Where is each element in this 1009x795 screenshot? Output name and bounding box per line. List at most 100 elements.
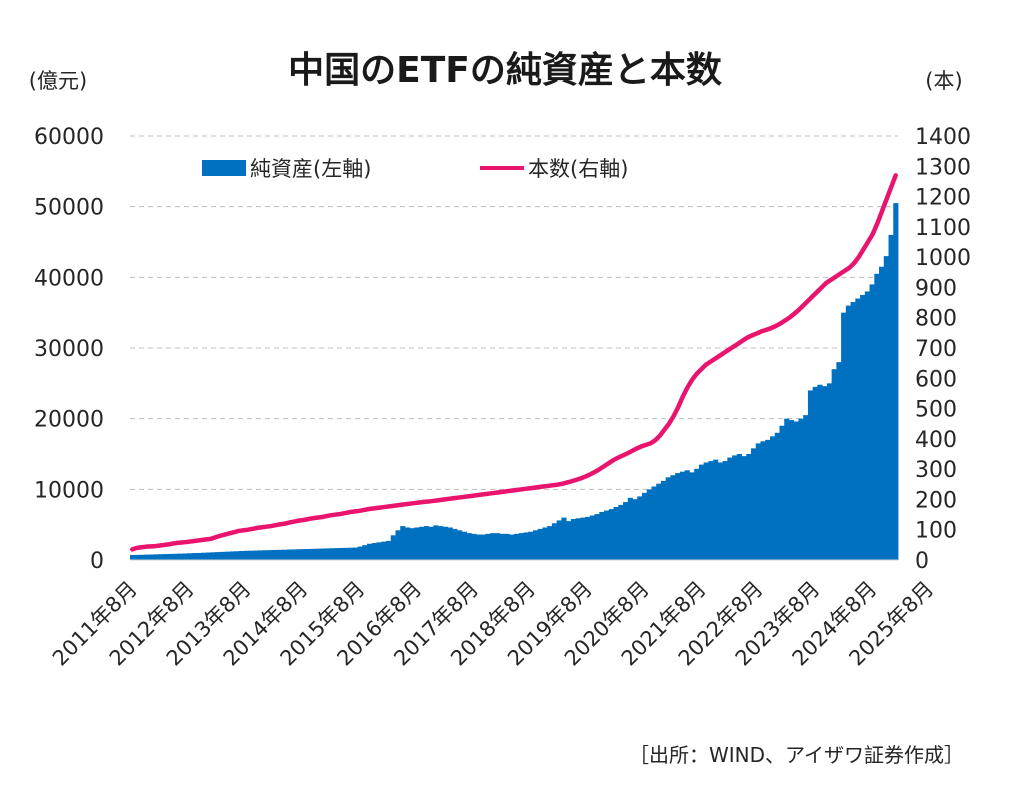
net-assets-bar [632,499,638,560]
left-axis-unit: (億元) [29,69,87,93]
net-assets-bar [717,462,723,560]
net-assets-bar [295,549,302,560]
net-assets-bar [679,471,686,560]
net-assets-bars [130,203,899,560]
net-assets-bar [708,461,714,560]
left-tick-label: 0 [90,549,104,574]
net-assets-bar [267,550,273,560]
net-assets-bar [191,553,197,560]
net-assets-bar [305,548,311,560]
net-assets-bar [845,305,851,560]
net-assets-bar [504,533,510,560]
net-assets-bar [367,543,373,560]
etf-count-line [130,173,898,552]
net-assets-bar [130,555,136,560]
net-assets-bar [551,523,558,560]
net-assets-bar [542,527,548,560]
net-assets-bar [352,547,358,560]
net-assets-bar [580,517,586,560]
net-assets-bar [869,284,875,560]
net-assets-bar [727,457,733,560]
right-tick-label: 1400 [915,125,971,150]
net-assets-bar [770,436,776,560]
net-assets-bar [205,552,211,560]
net-assets-bar [575,518,581,560]
net-assets-bar [134,554,140,560]
net-assets-bar [262,550,268,560]
net-assets-bar [362,545,368,560]
net-assets-bar [841,312,847,560]
right-axis-unit: (本) [925,69,962,93]
legend-line-label: 本数(右軸) [528,157,628,181]
net-assets-bar [319,548,325,560]
net-assets-bar [390,535,396,560]
net-assets-bar [623,502,629,560]
net-assets-bar [239,551,245,560]
net-assets-bar [537,528,543,560]
net-assets-bar [196,552,202,560]
net-assets-bar [182,553,188,560]
net-assets-bar [874,273,880,560]
net-assets-bar [760,441,766,560]
net-assets-bar [457,530,463,560]
left-tick-label: 20000 [34,408,104,433]
right-tick-label: 700 [915,337,957,362]
net-assets-bar [765,439,771,560]
net-assets-bar [561,517,567,560]
net-assets-bar [201,552,207,560]
net-assets-bar [276,549,283,560]
net-assets-bar [163,554,169,560]
net-assets-bar [547,526,553,560]
net-assets-bar [803,415,809,560]
net-assets-bar [746,454,752,560]
net-assets-bar [272,549,278,560]
net-assets-bar [532,530,539,560]
net-assets-bar [461,531,467,560]
net-assets-bar [148,554,155,560]
net-assets-bar [893,203,899,560]
net-assets-bar [447,527,453,560]
net-assets-bar [807,390,814,560]
net-assets-bar [755,443,761,560]
net-assets-bar [888,234,894,560]
net-assets-bar [585,516,591,560]
net-assets-bar [627,497,633,560]
net-assets-bar [210,552,216,560]
net-assets-bar [556,520,562,560]
net-assets-bar [826,383,833,560]
net-assets-bar [779,425,785,560]
net-assets-bar [793,421,799,560]
net-assets-bar [452,528,458,560]
net-assets-bar [637,496,643,560]
net-assets-bar [698,464,705,560]
net-assets-bar [248,550,254,560]
net-assets-bar [812,386,818,560]
net-assets-bar [684,470,690,560]
right-tick-label: 1100 [915,216,971,241]
net-assets-bar [386,540,392,560]
net-assets-bar [314,548,321,560]
net-assets-bar [466,533,472,560]
net-assets-bar [428,526,434,560]
net-assets-bar [736,454,742,560]
net-assets-bar [703,462,709,560]
right-tick-label: 600 [915,367,957,392]
net-assets-bar [215,552,221,560]
net-assets-bar [570,519,577,560]
net-assets-bar [409,528,415,560]
left-tick-label: 10000 [34,478,104,503]
net-assets-bar [172,553,178,560]
net-assets-bar [798,418,804,560]
legend: 純資産(左軸) 本数(右軸) [202,157,628,181]
net-assets-bar [518,533,524,560]
net-assets-bar [471,533,477,560]
net-assets-bar [656,483,662,560]
net-assets-bar [694,468,700,560]
legend-bar-swatch [202,160,246,176]
net-assets-bar [864,291,870,560]
net-assets-bar [414,527,420,560]
net-assets-bar [774,432,780,560]
etf-count-line-group [130,173,898,552]
right-tick-label: 1000 [915,246,971,271]
